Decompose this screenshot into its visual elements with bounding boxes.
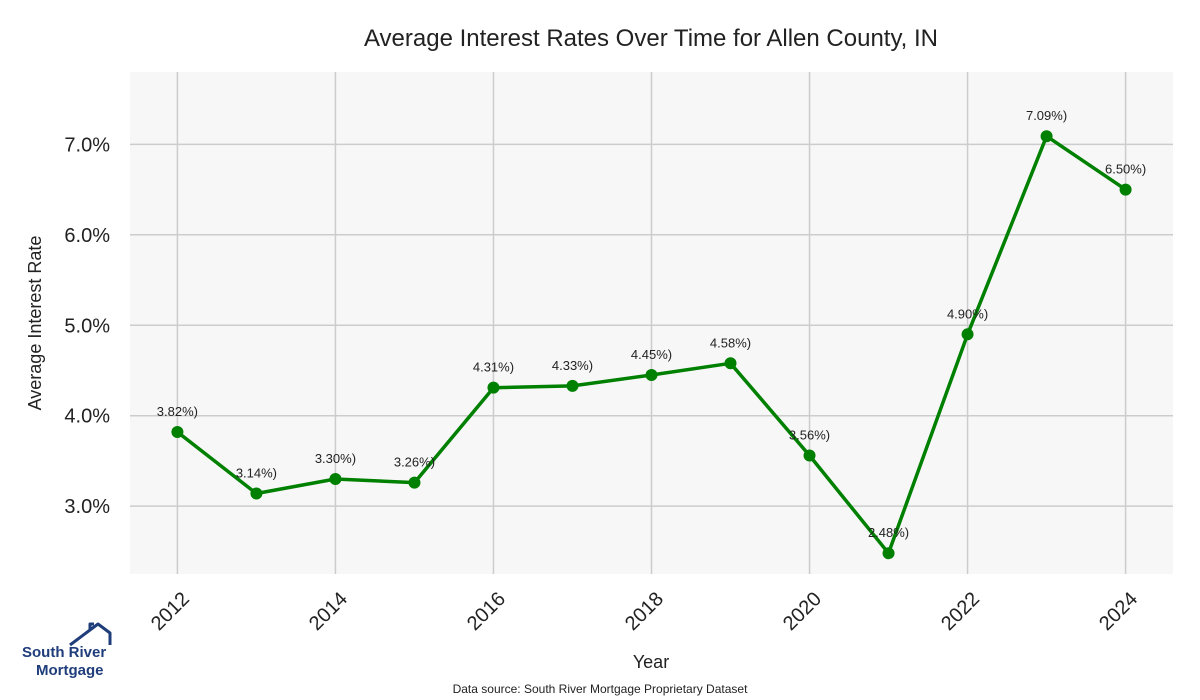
- data-point: [1040, 130, 1053, 143]
- y-tick-labels: 3.0% 4.0% 5.0% 6.0% 7.0%: [64, 134, 110, 518]
- x-tick-label: 2020: [779, 588, 826, 635]
- data-point: [566, 379, 579, 392]
- data-points: [171, 130, 1132, 560]
- data-point: [250, 487, 263, 500]
- data-point: [487, 381, 500, 394]
- data-label: 3.26%): [394, 455, 435, 470]
- x-axis-label: Year: [633, 652, 669, 672]
- data-point: [803, 449, 816, 462]
- x-tick-label: 2022: [937, 588, 984, 635]
- data-point: [329, 473, 342, 486]
- data-point: [645, 369, 658, 382]
- data-label: 3.56%): [789, 428, 830, 443]
- data-label: 4.90%): [947, 306, 988, 321]
- x-tick-labels: 2012 2014 2016 2018 2020 2022 2024: [147, 588, 1142, 635]
- data-label: 3.14%): [236, 465, 277, 480]
- grid: [130, 72, 1173, 574]
- data-point: [408, 476, 421, 489]
- y-tick-label: 3.0%: [64, 496, 110, 518]
- data-label: 4.33%): [552, 358, 593, 373]
- data-label: 4.31%): [473, 360, 514, 375]
- data-label: 6.50%): [1105, 162, 1146, 177]
- data-label: 3.30%): [315, 451, 356, 466]
- x-tick-label: 2012: [147, 588, 194, 635]
- data-point: [171, 425, 184, 438]
- house-icon: [69, 622, 112, 647]
- x-tick-label: 2024: [1095, 588, 1142, 635]
- data-label: 2.48%): [868, 525, 909, 540]
- data-point: [882, 547, 895, 560]
- data-point: [724, 357, 737, 370]
- x-tick-label: 2018: [621, 588, 668, 635]
- y-tick-label: 5.0%: [64, 315, 110, 337]
- chart-title: Average Interest Rates Over Time for All…: [364, 25, 938, 52]
- logo-line2: Mortgage: [36, 662, 104, 679]
- data-labels: 3.82%) 3.14%) 3.30%) 3.26%) 4.31%) 4.33%) 4.45…: [157, 108, 1146, 540]
- y-tick-label: 4.0%: [64, 406, 110, 428]
- data-label: 3.82%): [157, 404, 198, 419]
- y-axis-label: Average Interest Rate: [25, 236, 45, 411]
- data-point: [1119, 183, 1132, 196]
- data-label: 4.58%): [710, 335, 751, 350]
- source-note: Data source: South River Mortgage Propri…: [453, 682, 748, 696]
- logo-line1: South River: [22, 644, 106, 661]
- logo: South River Mortgage: [22, 622, 112, 679]
- data-label: 4.45%): [631, 347, 672, 362]
- y-tick-label: 6.0%: [64, 225, 110, 247]
- data-point: [961, 328, 974, 341]
- x-tick-label: 2016: [463, 588, 510, 635]
- data-label: 7.09%): [1026, 108, 1067, 123]
- y-tick-label: 7.0%: [64, 134, 110, 156]
- x-tick-label: 2014: [305, 588, 352, 635]
